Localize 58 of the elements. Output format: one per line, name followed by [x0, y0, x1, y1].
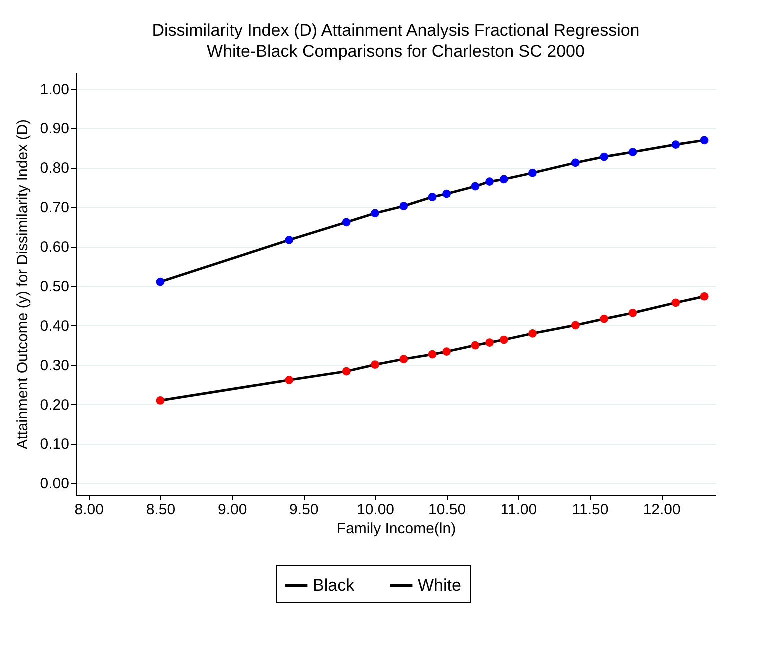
point: [672, 298, 680, 308]
point: [400, 202, 408, 210]
point: [486, 178, 494, 186]
x-tick-label: 12.00: [643, 502, 681, 518]
chart-subtitle: White-Black Comparisons for Charleston SC 2000: [207, 42, 585, 61]
legend-label: Black: [313, 576, 356, 595]
point: [400, 355, 408, 364]
point: [500, 175, 508, 184]
point: [285, 236, 294, 244]
point: [371, 360, 380, 370]
point: [500, 336, 508, 344]
y-tick-label: 0.90: [40, 120, 70, 138]
point: [600, 152, 609, 162]
point: [428, 193, 437, 202]
point: [528, 169, 537, 178]
point: [700, 136, 709, 145]
point: [156, 278, 165, 286]
point: [471, 341, 480, 350]
point: [156, 396, 165, 405]
x-axis-title: Family Income(ln): [336, 520, 456, 538]
point: [628, 148, 638, 156]
legend-label: White: [418, 576, 462, 595]
y-tick-label: 0.10: [40, 436, 70, 454]
point: [371, 209, 380, 218]
y-tick-label: 0.60: [40, 239, 70, 256]
point: [700, 292, 709, 301]
point: [428, 350, 437, 359]
y-tick-label: 0.80: [40, 160, 70, 178]
point: [285, 376, 294, 384]
point: [442, 348, 452, 356]
y-tick-label: 0.40: [40, 318, 70, 335]
chart-title: Dissimilarity Index (D) Attainment Analysis Fractional Regression: [152, 21, 640, 40]
point: [600, 314, 609, 324]
y-tick-label: 0.30: [40, 357, 70, 374]
point: [672, 140, 680, 149]
y-tick-label: 0.20: [40, 396, 70, 414]
y-tick-label: 0.70: [40, 200, 70, 217]
x-tick-label: 9.00: [218, 502, 248, 518]
point: [572, 158, 580, 168]
point: [342, 367, 351, 376]
point: [528, 330, 537, 338]
x-tick-label: 8.00: [74, 502, 104, 518]
y-tick-label: 0.00: [40, 476, 70, 493]
x-tick-label: 10.00: [356, 502, 395, 518]
x-tick-label: 11.50: [572, 502, 609, 518]
x-tick-label: 11.00: [500, 502, 538, 518]
point: [342, 218, 351, 227]
point: [628, 309, 638, 318]
point: [471, 182, 480, 191]
y-axis-title: Attainment Outcome (y) for Dissimilarity Index (D): [14, 119, 32, 450]
x-tick-label: 8.50: [146, 502, 176, 518]
point: [486, 338, 494, 347]
y-tick-label: 0.50: [40, 278, 70, 296]
x-tick-label: 9.50: [290, 502, 319, 518]
x-tick-label: 10.50: [428, 502, 466, 518]
y-tick-label: 1.00: [40, 81, 70, 98]
point: [572, 321, 580, 330]
point: [442, 190, 452, 198]
